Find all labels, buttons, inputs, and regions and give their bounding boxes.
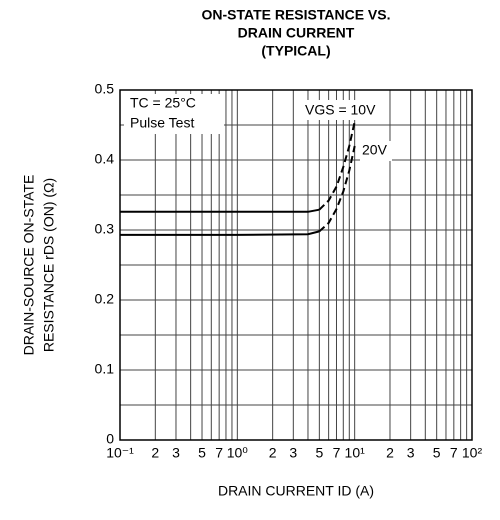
- label-bg: [360, 141, 392, 161]
- line: [120, 208, 320, 213]
- x-tick-label: 10⁰: [227, 445, 249, 461]
- annotation: Pulse Test: [130, 115, 194, 131]
- y-tick-label: 0.4: [95, 151, 115, 167]
- y-tick-label: 0.5: [95, 81, 115, 97]
- chart-title: DRAIN CURRENT: [238, 25, 355, 41]
- x-tick-label: 7: [333, 445, 341, 461]
- annotation: TC = 25°C: [130, 95, 196, 111]
- x-tick-label: 5: [315, 445, 323, 461]
- line: [120, 230, 320, 236]
- x-axis-label: DRAIN CURRENT ID (A): [218, 483, 374, 499]
- series-label: 20V: [362, 142, 388, 158]
- y-axis-label: DRAIN-SOURCE ON-STATE: [21, 175, 37, 356]
- y-axis-label: RESISTANCE rDS (ON) (Ω): [41, 178, 57, 352]
- x-tick-label: 7: [215, 445, 223, 461]
- x-tick-label: 5: [433, 445, 441, 461]
- x-tick-label: 10⁻¹: [106, 445, 134, 461]
- y-tick-label: 0.2: [95, 291, 115, 307]
- x-tick-label: 5: [198, 445, 206, 461]
- y-tick-label: 0.1: [95, 361, 115, 377]
- x-tick-label: 10¹: [345, 445, 366, 461]
- plot-frame: [119, 89, 473, 441]
- x-tick-label: 3: [172, 445, 180, 461]
- chart-title: ON-STATE RESISTANCE VS.: [201, 7, 390, 23]
- annotation-box: [124, 94, 224, 134]
- y-tick-label: 0.3: [95, 221, 115, 237]
- line: [318, 121, 356, 211]
- y-tick-label: 0: [106, 431, 114, 447]
- x-tick-label: 3: [289, 445, 297, 461]
- x-tick-label: 2: [269, 445, 277, 461]
- x-tick-label: 10²: [462, 445, 483, 461]
- label-bg: [300, 100, 370, 120]
- x-tick-label: 3: [407, 445, 415, 461]
- line: [318, 145, 356, 233]
- x-tick-label: 2: [151, 445, 159, 461]
- x-tick-label: 7: [450, 445, 458, 461]
- x-tick-label: 2: [386, 445, 394, 461]
- series-label: VGS = 10V: [305, 102, 376, 118]
- chart-title: (TYPICAL): [261, 43, 330, 59]
